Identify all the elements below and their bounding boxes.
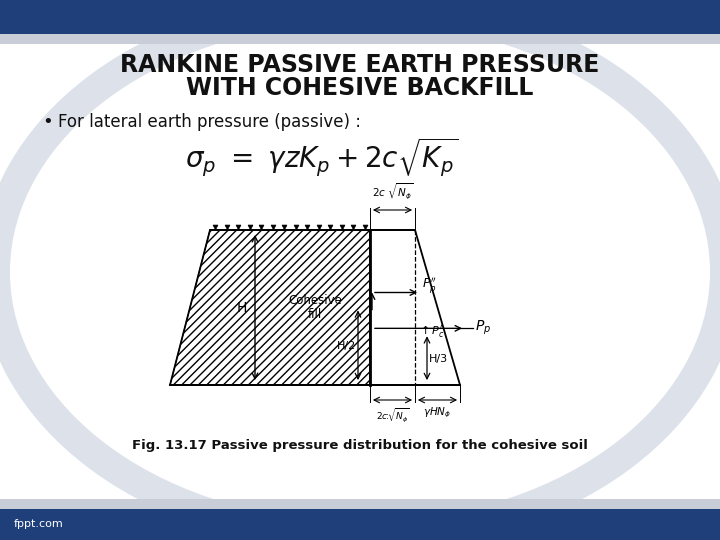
Text: Fig. 13.17 Passive pressure distribution for the cohesive soil: Fig. 13.17 Passive pressure distribution… (132, 438, 588, 451)
Text: $2c\ \sqrt{N_\phi}$: $2c\ \sqrt{N_\phi}$ (372, 182, 413, 202)
Text: H: H (237, 300, 247, 314)
Text: $2c\!\!:\!\!\sqrt{N_\phi}$: $2c\!\!:\!\!\sqrt{N_\phi}$ (376, 406, 410, 423)
Text: $P_p$: $P_p$ (475, 319, 491, 338)
Text: RANKINE PASSIVE EARTH PRESSURE: RANKINE PASSIVE EARTH PRESSURE (120, 53, 600, 77)
Text: $\sigma_p\ =\ \gamma z K_p + 2c\sqrt{K_p}$: $\sigma_p\ =\ \gamma z K_p + 2c\sqrt{K_p… (185, 135, 459, 179)
Polygon shape (170, 230, 370, 385)
Text: •: • (42, 113, 53, 131)
Text: $\gamma H N_\phi$: $\gamma H N_\phi$ (423, 406, 451, 421)
Text: H/2: H/2 (337, 341, 356, 351)
Text: fppt.com: fppt.com (14, 519, 64, 529)
Text: For lateral earth pressure (passive) :: For lateral earth pressure (passive) : (58, 113, 361, 131)
Ellipse shape (10, 22, 710, 522)
Bar (0, 0, 720, 35)
Bar (0, 34, 720, 44)
Text: H/3: H/3 (429, 354, 448, 364)
Text: $\uparrow P_c'$: $\uparrow P_c'$ (418, 323, 444, 339)
Bar (0, 508, 720, 540)
Bar (0, 499, 720, 509)
Text: $P_p''$: $P_p''$ (422, 275, 437, 295)
Text: Cohesive
fill: Cohesive fill (288, 294, 342, 321)
Text: WITH COHESIVE BACKFILL: WITH COHESIVE BACKFILL (186, 76, 534, 100)
Polygon shape (370, 230, 460, 385)
